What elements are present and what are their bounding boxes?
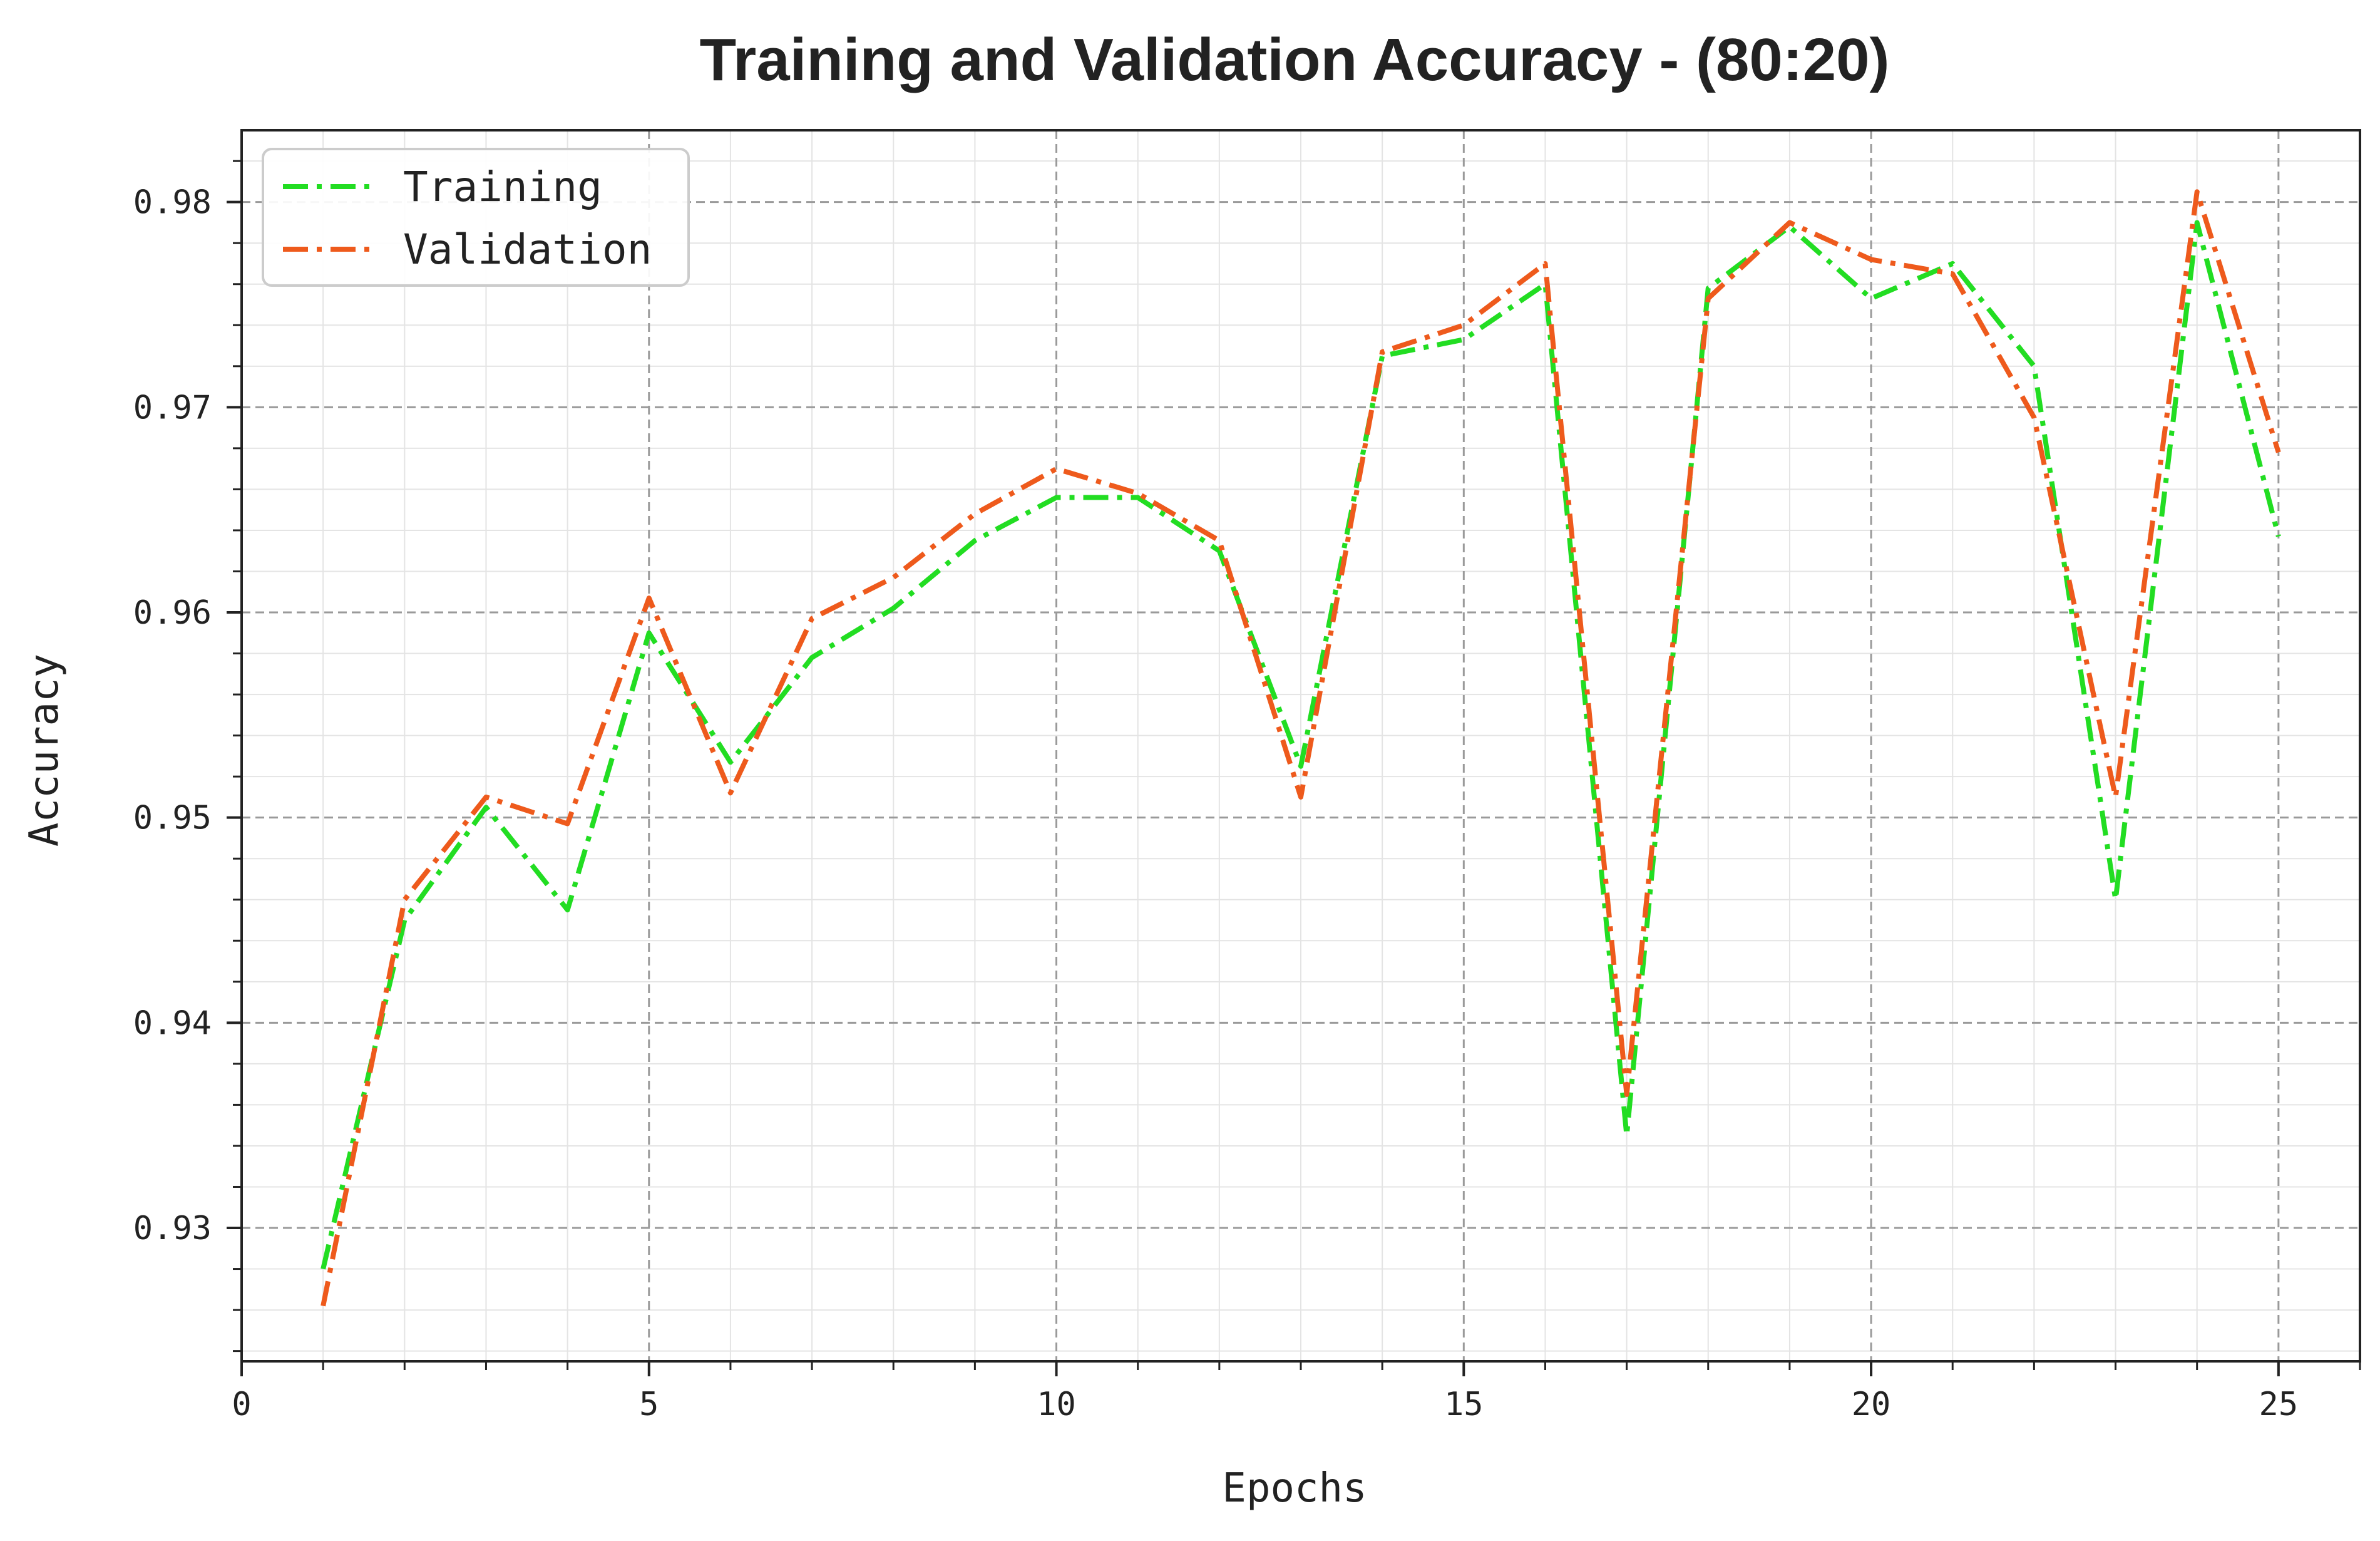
x-axis-label: Epochs [1222, 1465, 1367, 1512]
legend: Training Validation [262, 148, 690, 287]
series-layer [321, 189, 2281, 1307]
x-tick-label: 5 [639, 1386, 659, 1423]
x-tick-label: 20 [1852, 1386, 1891, 1423]
y-tick-label: 0.98 [133, 184, 212, 222]
chart-title: Training and Validation Accuracy - (80:2… [700, 26, 1890, 93]
y-tick-label: 0.94 [133, 1004, 212, 1042]
legend-label-validation: Validation [403, 225, 652, 274]
y-tick-label: 0.96 [133, 594, 212, 632]
axis-tick-labels: 0 5 10 15 20 25 0.93 0.94 0.95 0.96 0.97 0.98 [133, 184, 2298, 1423]
y-tick-label: 0.93 [133, 1210, 212, 1247]
series-line-training [321, 220, 2281, 1270]
x-tick-label: 10 [1037, 1386, 1076, 1423]
y-tick-label: 0.95 [133, 800, 212, 837]
legend-label-training: Training [403, 163, 602, 211]
minor-grid [242, 130, 2361, 1361]
x-tick-label: 0 [232, 1386, 251, 1423]
series-line-validation [321, 189, 2281, 1307]
axis-ticks [227, 160, 2361, 1376]
x-tick-label: 25 [2259, 1386, 2299, 1423]
y-tick-label: 0.97 [133, 389, 212, 426]
y-axis-label: Accuracy [21, 654, 68, 847]
x-tick-label: 15 [1444, 1386, 1484, 1423]
